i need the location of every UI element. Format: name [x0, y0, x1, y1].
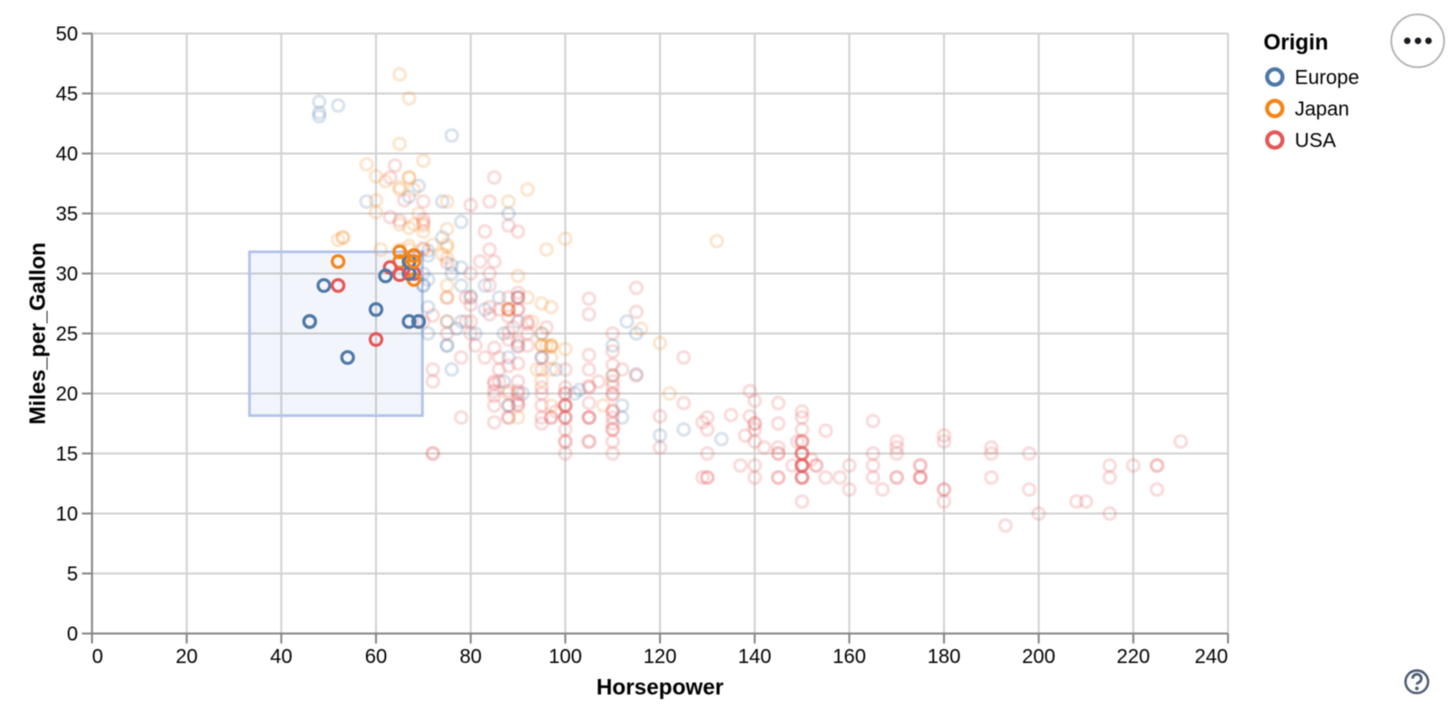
svg-text:20: 20	[176, 646, 198, 668]
svg-text:40: 40	[56, 144, 78, 166]
svg-text:0: 0	[92, 646, 103, 668]
svg-text:Europe: Europe	[1295, 67, 1360, 89]
svg-text:Horsepower: Horsepower	[596, 675, 724, 700]
svg-text:25: 25	[56, 324, 78, 346]
svg-text:60: 60	[365, 646, 387, 668]
svg-text:240: 240	[1195, 646, 1228, 668]
svg-text:USA: USA	[1295, 130, 1337, 152]
svg-text:Origin: Origin	[1264, 30, 1329, 55]
svg-text:45: 45	[56, 84, 78, 106]
svg-text:40: 40	[270, 646, 292, 668]
svg-text:Miles_per_Gallon: Miles_per_Gallon	[25, 242, 50, 424]
svg-text:20: 20	[56, 384, 78, 406]
svg-text:100: 100	[549, 646, 582, 668]
svg-text:160: 160	[833, 646, 866, 668]
svg-text:0: 0	[67, 624, 78, 646]
svg-text:200: 200	[1022, 646, 1055, 668]
svg-text:120: 120	[643, 646, 676, 668]
svg-text:180: 180	[927, 646, 960, 668]
svg-text:35: 35	[56, 204, 78, 226]
svg-text:50: 50	[56, 24, 78, 46]
svg-text:220: 220	[1117, 646, 1150, 668]
svg-text:15: 15	[56, 444, 78, 466]
svg-text:30: 30	[56, 264, 78, 286]
svg-text:Japan: Japan	[1295, 99, 1350, 121]
svg-text:140: 140	[738, 646, 771, 668]
svg-text:10: 10	[56, 504, 78, 526]
svg-text:80: 80	[460, 646, 482, 668]
svg-text:5: 5	[67, 564, 78, 586]
